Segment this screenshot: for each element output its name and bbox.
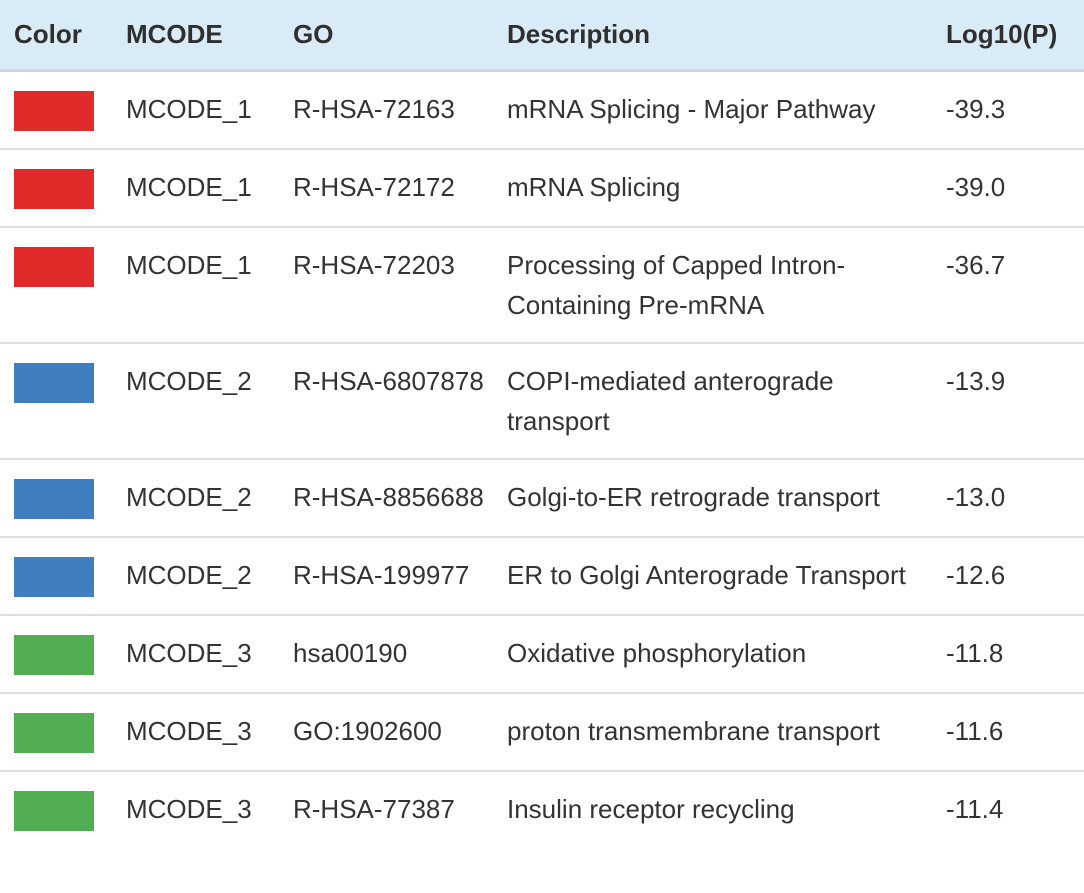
color-swatch <box>14 556 94 597</box>
log10p-cell: -13.0 <box>932 458 1084 538</box>
log10p-cell: -39.3 <box>932 70 1084 150</box>
description-cell: mRNA Splicing - Major Pathway <box>493 70 932 150</box>
log10p-cell: -13.9 <box>932 342 1084 460</box>
mcode-cell: MCODE_2 <box>112 536 279 616</box>
description-cell: Processing of Capped Intron-Containing P… <box>493 226 932 344</box>
header-log10p[interactable]: Log10(P) <box>932 0 1084 72</box>
color-cell <box>0 692 112 772</box>
description-cell: mRNA Splicing <box>493 148 932 228</box>
description-cell: Oxidative phosphorylation <box>493 614 932 694</box>
go-cell: R-HSA-72163 <box>279 70 493 150</box>
table-header: Color MCODE GO Description Log10(P) <box>0 0 1084 72</box>
color-swatch <box>14 362 94 403</box>
go-cell: R-HSA-77387 <box>293 793 455 824</box>
table-row: MCODE_2 R-HSA-199977 ER to Golgi Anterog… <box>0 536 1084 616</box>
log10p-cell: -36.7 <box>932 226 1084 344</box>
color-cell <box>0 70 112 150</box>
color-cell <box>0 536 112 616</box>
go-cell: GO:1902600 <box>279 692 493 772</box>
header-mcode[interactable]: MCODE <box>112 0 279 72</box>
color-cell <box>0 458 112 538</box>
table-row: MCODE_1 R-HSA-72163 mRNA Splicing - Majo… <box>0 70 1084 150</box>
color-swatch <box>14 634 94 675</box>
go-cell: R-HSA-199977 <box>279 536 493 616</box>
table-row: MCODE_2 R-HSA-6807878 COPI-mediated ante… <box>0 342 1084 460</box>
color-swatch <box>14 168 94 209</box>
color-cell <box>0 148 112 228</box>
color-cell <box>0 771 112 848</box>
header-color[interactable]: Color <box>0 0 112 72</box>
color-swatch <box>14 90 94 131</box>
go-cell: R-HSA-8856688 <box>279 458 493 538</box>
mcode-cell: MCODE_1 <box>112 70 279 150</box>
color-cell <box>0 614 112 694</box>
color-swatch <box>14 478 94 519</box>
log10p-cell: -11.4 <box>946 793 1004 824</box>
table-row: MCODE_3 hsa00190 Oxidative phosphorylati… <box>0 614 1084 694</box>
enrichment-table: Color MCODE GO Description Log10(P) MCOD… <box>0 0 1084 848</box>
mcode-cell: MCODE_3 <box>112 614 279 694</box>
mcode-cell: MCODE_3 <box>112 692 279 772</box>
mcode-cell: MCODE_2 <box>112 342 279 460</box>
header-row: Color MCODE GO Description Log10(P) <box>0 0 1084 72</box>
log10p-cell: -39.0 <box>932 148 1084 228</box>
description-cell: COPI-mediated anterograde transport <box>493 342 932 460</box>
go-cell: R-HSA-72172 <box>279 148 493 228</box>
table-row: MCODE_1 R-HSA-72172 mRNA Splicing -39.0 <box>0 148 1084 228</box>
color-cell <box>0 342 112 460</box>
header-go[interactable]: GO <box>279 0 493 72</box>
description-cell: Insulin receptor recycling <box>507 793 795 824</box>
description-cell: ER to Golgi Anterograde Transport <box>493 536 932 616</box>
table-row: MCODE_1 R-HSA-72203 Processing of Capped… <box>0 226 1084 344</box>
table-body: MCODE_1 R-HSA-72163 mRNA Splicing - Majo… <box>0 70 1084 848</box>
color-swatch <box>14 790 94 831</box>
table-row: MCODE_3 GO:1902600 proton transmembrane … <box>0 692 1084 772</box>
header-description[interactable]: Description <box>493 0 932 72</box>
log10p-cell: -11.6 <box>932 692 1084 772</box>
go-cell: hsa00190 <box>279 614 493 694</box>
color-swatch <box>14 712 94 753</box>
go-cell: R-HSA-6807878 <box>279 342 493 460</box>
log10p-cell: -12.6 <box>932 536 1084 616</box>
mcode-cell: MCODE_2 <box>112 458 279 538</box>
table-row: MCODE_2 R-HSA-8856688 Golgi-to-ER retrog… <box>0 458 1084 538</box>
color-swatch <box>14 246 94 287</box>
mcode-cell: MCODE_1 <box>112 226 279 344</box>
log10p-cell: -11.8 <box>932 614 1084 694</box>
mcode-cell: MCODE_1 <box>112 148 279 228</box>
description-cell: Golgi-to-ER retrograde transport <box>493 458 932 538</box>
color-cell <box>0 226 112 344</box>
table-row: MCODE_3 R-HSA-77387 Insulin receptor rec… <box>0 771 1084 848</box>
description-cell: proton transmembrane transport <box>493 692 932 772</box>
mcode-cell: MCODE_3 <box>126 793 252 824</box>
go-cell: R-HSA-72203 <box>279 226 493 344</box>
